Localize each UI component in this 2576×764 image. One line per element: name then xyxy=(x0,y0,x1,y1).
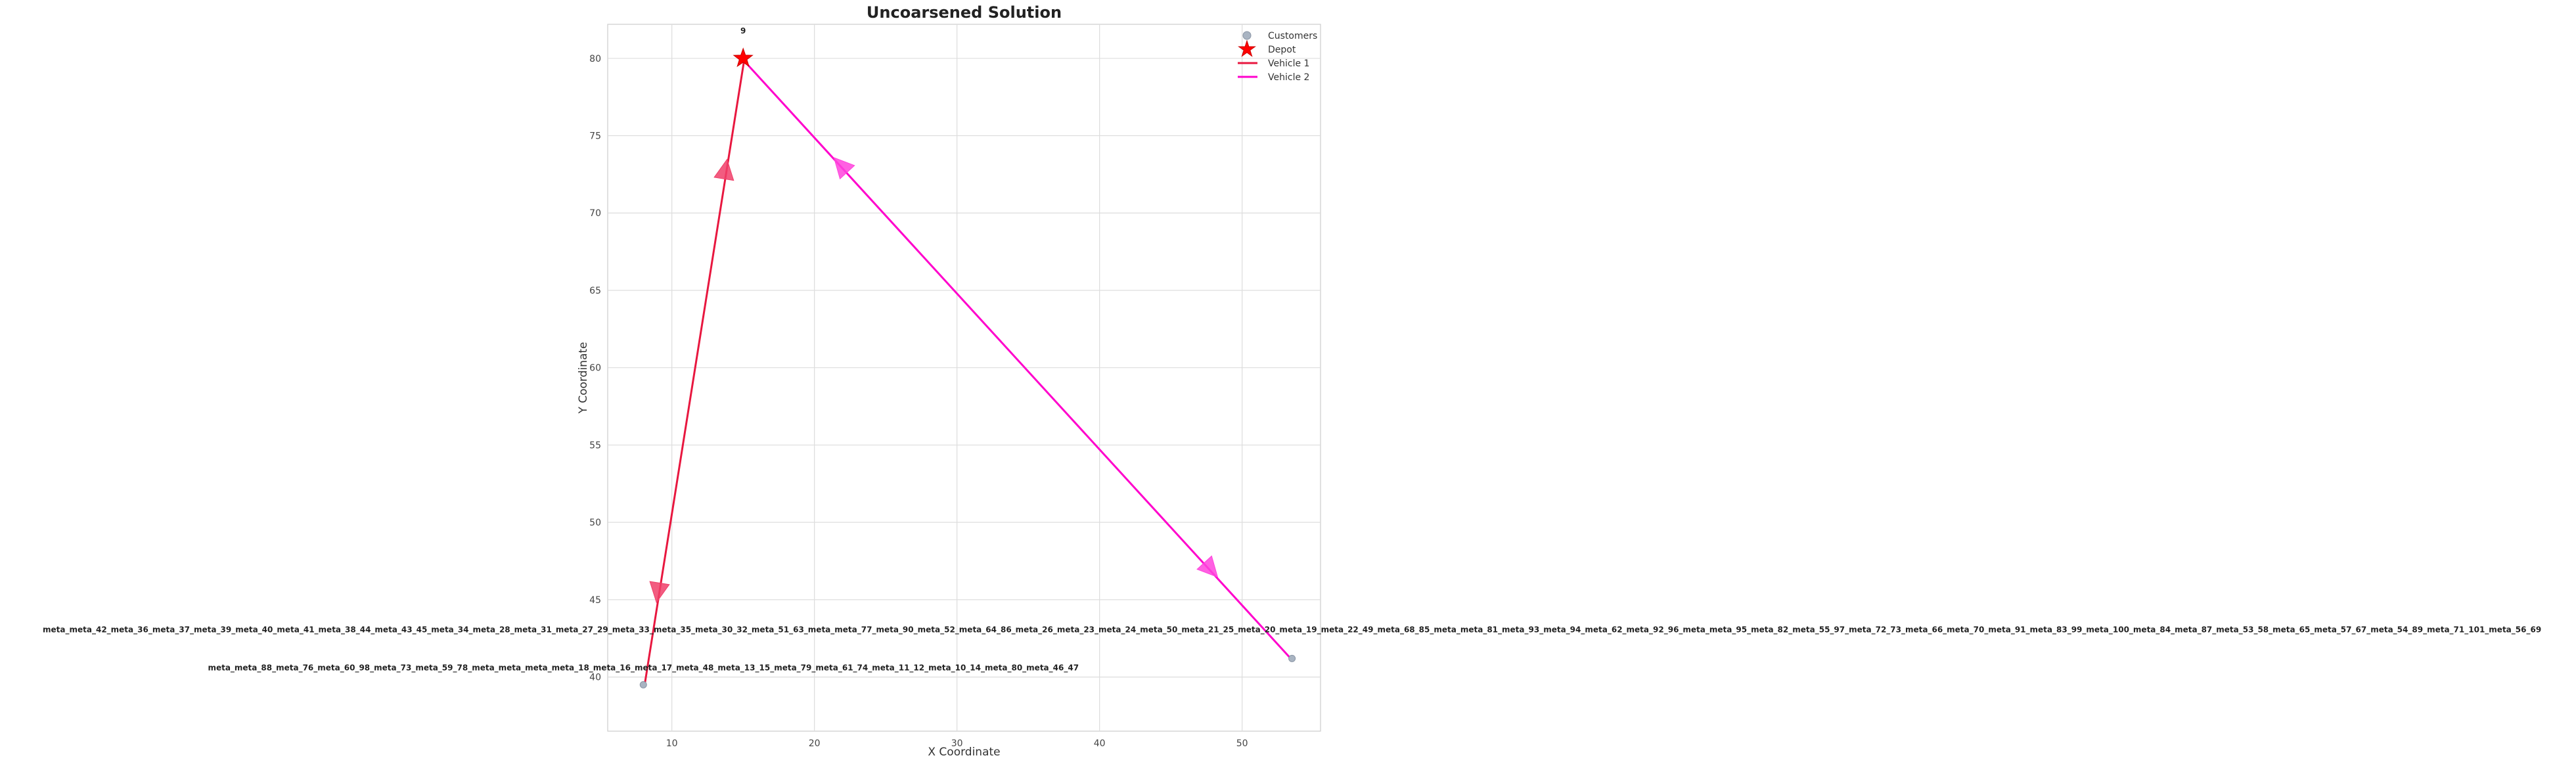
legend-label: Customers xyxy=(1268,31,1317,41)
y-axis-label: Y Coordinate xyxy=(577,342,590,415)
x-tick-label: 10 xyxy=(666,738,678,749)
y-tick-label: 80 xyxy=(589,54,601,64)
y-tick-label: 45 xyxy=(589,595,601,606)
tick-labels: 10 20 30 40 50 40 45 50 55 60 65 70 75 80 xyxy=(589,54,1248,749)
route-arrow xyxy=(649,581,670,604)
x-axis-label: X Coordinate xyxy=(928,746,1000,759)
y-tick-label: 65 xyxy=(589,286,601,296)
x-tick-label: 50 xyxy=(1236,738,1248,749)
legend-customers-marker xyxy=(1242,31,1252,40)
y-tick-label: 50 xyxy=(589,518,601,528)
y-tick-label: 60 xyxy=(589,363,601,374)
points xyxy=(639,47,1296,688)
y-tick-label: 70 xyxy=(589,208,601,219)
x-tick-label: 40 xyxy=(1094,738,1106,749)
legend-label: Vehicle 1 xyxy=(1268,58,1309,69)
y-tick-label: 55 xyxy=(589,440,601,451)
customer-label: meta_meta_88_meta_76_meta_60_98_meta_73_… xyxy=(208,663,1079,673)
customer-point xyxy=(639,681,647,688)
x-tick-label: 20 xyxy=(809,738,821,749)
y-tick-label: 40 xyxy=(589,673,601,683)
customer-label: meta_meta_42_meta_36_meta_37_meta_39_met… xyxy=(43,625,2541,635)
route-arrow xyxy=(1196,555,1219,578)
route-arrow xyxy=(713,158,734,181)
legend-label: Depot xyxy=(1268,45,1296,55)
depot-label: 9 xyxy=(740,26,746,35)
grid-lines xyxy=(607,24,1321,732)
x-tick-label: 30 xyxy=(951,738,963,749)
route-arrow xyxy=(833,157,855,180)
legend-label: Vehicle 2 xyxy=(1268,72,1309,83)
y-tick-label: 75 xyxy=(589,131,601,142)
plot-frame xyxy=(607,24,1321,732)
depot-star xyxy=(733,47,754,68)
legend: Customers Depot Vehicle 1 Vehicle 2 xyxy=(1238,31,1317,83)
customer-point xyxy=(1288,654,1296,662)
point-labels: meta_meta_88_meta_76_meta_60_98_meta_73_… xyxy=(43,26,2541,673)
chart-title: Uncoarsened Solution xyxy=(867,3,1062,22)
legend-depot-marker xyxy=(1238,39,1256,57)
